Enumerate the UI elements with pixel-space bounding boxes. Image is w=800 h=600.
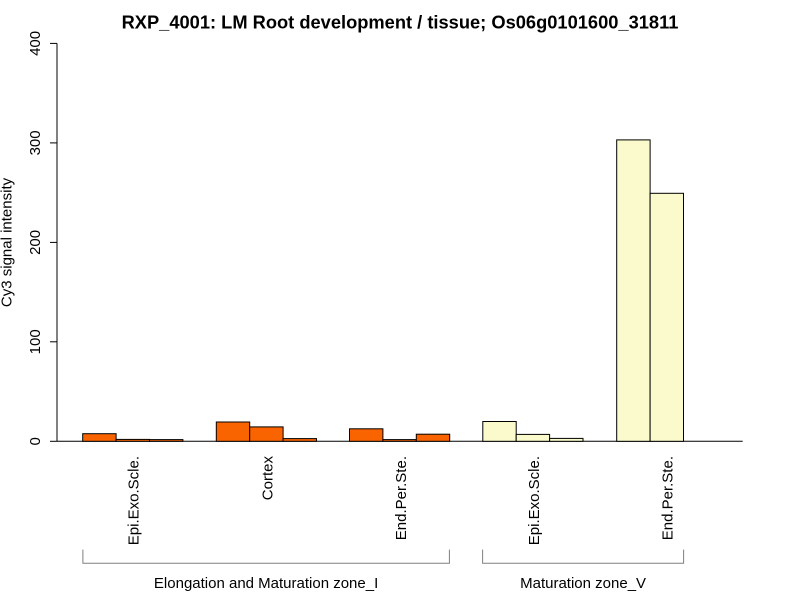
svg-text:400: 400 — [27, 31, 44, 56]
svg-text:300: 300 — [27, 130, 44, 155]
svg-text:RXP_4001: LM Root development: RXP_4001: LM Root development / tissue; … — [122, 12, 679, 33]
svg-text:200: 200 — [27, 230, 44, 255]
svg-text:0: 0 — [27, 437, 44, 445]
svg-text:Maturation zone_V: Maturation zone_V — [520, 575, 646, 592]
svg-text:Epi.Exo.Scle.: Epi.Exo.Scle. — [526, 456, 543, 545]
svg-text:Cy3 signal intensity: Cy3 signal intensity — [0, 177, 16, 307]
svg-text:Elongation and Maturation zone: Elongation and Maturation zone_I — [154, 575, 378, 592]
svg-text:Epi.Exo.Scle.: Epi.Exo.Scle. — [126, 456, 143, 545]
svg-text:100: 100 — [27, 329, 44, 354]
svg-text:End.Per.Ste.: End.Per.Ste. — [660, 456, 677, 540]
svg-text:End.Per.Ste.: End.Per.Ste. — [393, 456, 410, 540]
svg-text:Cortex: Cortex — [259, 456, 276, 501]
